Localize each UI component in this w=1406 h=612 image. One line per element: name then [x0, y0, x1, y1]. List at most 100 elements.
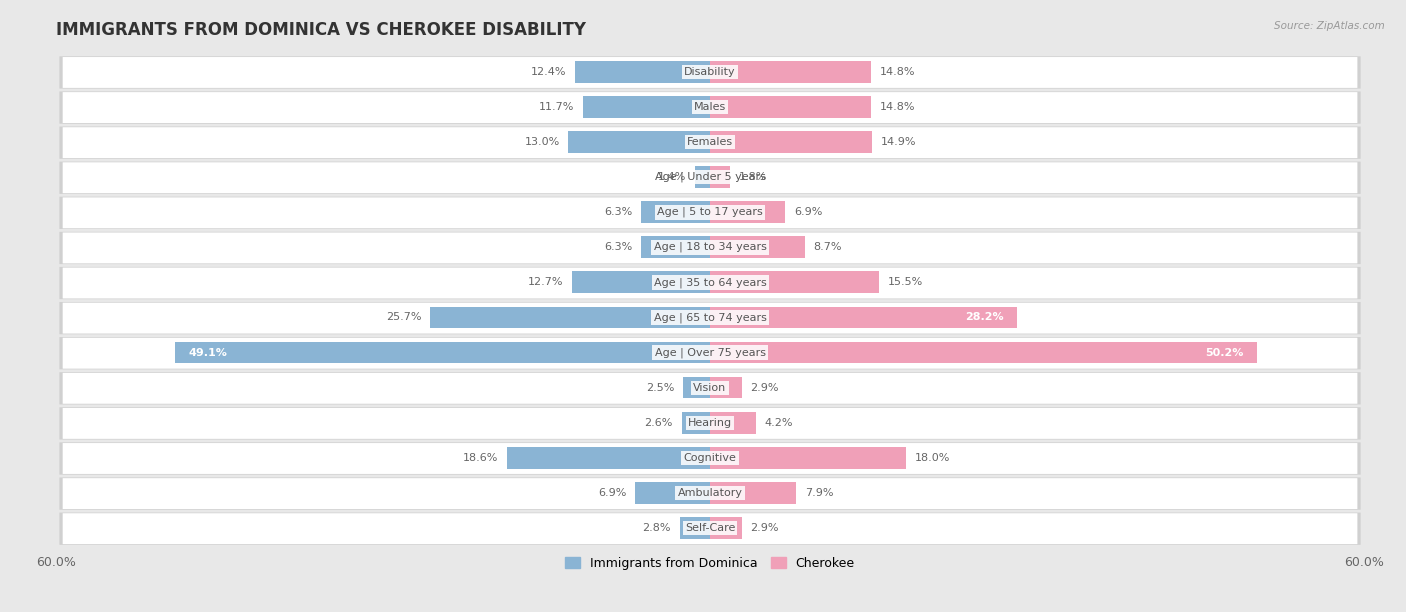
FancyBboxPatch shape — [59, 442, 1361, 475]
Text: 50.2%: 50.2% — [1205, 348, 1244, 357]
FancyBboxPatch shape — [63, 513, 1357, 544]
Text: Females: Females — [688, 137, 733, 147]
Bar — [641, 236, 710, 258]
FancyBboxPatch shape — [63, 127, 1357, 158]
FancyBboxPatch shape — [59, 56, 1361, 89]
Bar — [710, 131, 872, 153]
Bar — [682, 412, 710, 433]
FancyBboxPatch shape — [63, 443, 1357, 474]
Text: Males: Males — [695, 102, 725, 112]
Text: 2.5%: 2.5% — [645, 382, 673, 393]
Bar — [710, 341, 1257, 364]
Bar — [430, 307, 710, 328]
Text: Vision: Vision — [693, 382, 727, 393]
Text: 1.8%: 1.8% — [738, 172, 766, 182]
FancyBboxPatch shape — [63, 92, 1357, 123]
Bar — [710, 236, 804, 258]
Text: 1.4%: 1.4% — [658, 172, 686, 182]
Text: Age | Over 75 years: Age | Over 75 years — [655, 347, 765, 358]
Bar — [710, 482, 796, 504]
Text: 2.8%: 2.8% — [643, 523, 671, 533]
Text: 4.2%: 4.2% — [765, 418, 793, 428]
Bar — [508, 447, 710, 469]
FancyBboxPatch shape — [63, 198, 1357, 228]
Text: 11.7%: 11.7% — [538, 102, 574, 112]
Bar — [683, 377, 710, 398]
Text: 2.9%: 2.9% — [751, 382, 779, 393]
Text: Source: ZipAtlas.com: Source: ZipAtlas.com — [1274, 21, 1385, 31]
FancyBboxPatch shape — [59, 267, 1361, 299]
FancyBboxPatch shape — [59, 162, 1361, 194]
Text: 15.5%: 15.5% — [887, 277, 922, 287]
Text: 7.9%: 7.9% — [804, 488, 834, 498]
Bar — [582, 96, 710, 118]
Bar — [636, 482, 710, 504]
Text: Age | 5 to 17 years: Age | 5 to 17 years — [657, 207, 763, 217]
FancyBboxPatch shape — [59, 302, 1361, 334]
FancyBboxPatch shape — [63, 303, 1357, 334]
Text: Hearing: Hearing — [688, 418, 733, 428]
Text: 6.9%: 6.9% — [598, 488, 626, 498]
Bar — [679, 517, 710, 539]
FancyBboxPatch shape — [63, 478, 1357, 509]
Bar — [572, 272, 710, 293]
Bar — [710, 307, 1018, 328]
Bar — [641, 201, 710, 223]
Bar — [568, 131, 710, 153]
Bar — [710, 412, 756, 433]
Text: 13.0%: 13.0% — [524, 137, 560, 147]
Bar — [575, 61, 710, 83]
Text: 18.0%: 18.0% — [915, 453, 950, 463]
Bar — [174, 341, 710, 364]
Bar — [695, 166, 710, 188]
Text: 14.8%: 14.8% — [880, 102, 915, 112]
Text: Age | 65 to 74 years: Age | 65 to 74 years — [654, 312, 766, 323]
FancyBboxPatch shape — [59, 196, 1361, 229]
Text: Self-Care: Self-Care — [685, 523, 735, 533]
FancyBboxPatch shape — [63, 162, 1357, 193]
FancyBboxPatch shape — [63, 267, 1357, 299]
Text: 12.7%: 12.7% — [527, 277, 562, 287]
Text: 25.7%: 25.7% — [385, 313, 422, 323]
FancyBboxPatch shape — [59, 477, 1361, 510]
Bar — [710, 166, 730, 188]
Bar — [710, 517, 741, 539]
FancyBboxPatch shape — [59, 127, 1361, 159]
Bar — [710, 377, 741, 398]
Text: 2.9%: 2.9% — [751, 523, 779, 533]
Text: 6.3%: 6.3% — [605, 242, 633, 252]
Bar — [710, 272, 879, 293]
FancyBboxPatch shape — [63, 233, 1357, 263]
Text: 14.8%: 14.8% — [880, 67, 915, 76]
Text: Ambulatory: Ambulatory — [678, 488, 742, 498]
Text: 49.1%: 49.1% — [188, 348, 226, 357]
Text: 12.4%: 12.4% — [530, 67, 567, 76]
FancyBboxPatch shape — [63, 408, 1357, 439]
Text: 8.7%: 8.7% — [814, 242, 842, 252]
Text: Age | 35 to 64 years: Age | 35 to 64 years — [654, 277, 766, 288]
FancyBboxPatch shape — [63, 57, 1357, 88]
Text: 18.6%: 18.6% — [463, 453, 499, 463]
Text: 2.6%: 2.6% — [644, 418, 673, 428]
Bar — [710, 96, 872, 118]
FancyBboxPatch shape — [63, 338, 1357, 368]
Legend: Immigrants from Dominica, Cherokee: Immigrants from Dominica, Cherokee — [561, 551, 859, 575]
FancyBboxPatch shape — [59, 91, 1361, 124]
FancyBboxPatch shape — [59, 337, 1361, 370]
Bar — [710, 447, 905, 469]
Text: 6.9%: 6.9% — [794, 207, 823, 217]
Text: Age | 18 to 34 years: Age | 18 to 34 years — [654, 242, 766, 253]
FancyBboxPatch shape — [59, 372, 1361, 405]
FancyBboxPatch shape — [59, 512, 1361, 545]
Text: Cognitive: Cognitive — [683, 453, 737, 463]
FancyBboxPatch shape — [59, 407, 1361, 439]
Bar — [710, 201, 785, 223]
Text: Age | Under 5 years: Age | Under 5 years — [655, 172, 765, 182]
FancyBboxPatch shape — [63, 373, 1357, 404]
Text: 28.2%: 28.2% — [966, 313, 1004, 323]
Text: Disability: Disability — [685, 67, 735, 76]
FancyBboxPatch shape — [59, 232, 1361, 264]
Bar — [710, 61, 872, 83]
Text: 6.3%: 6.3% — [605, 207, 633, 217]
Text: IMMIGRANTS FROM DOMINICA VS CHEROKEE DISABILITY: IMMIGRANTS FROM DOMINICA VS CHEROKEE DIS… — [56, 21, 586, 39]
